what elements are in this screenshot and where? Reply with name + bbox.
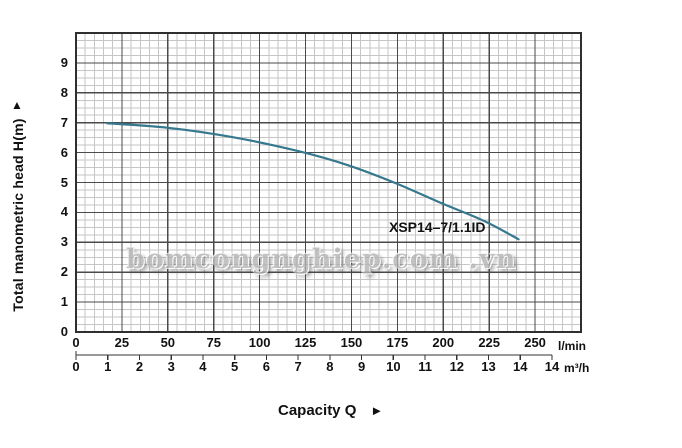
- x-tick-label-m3h: 12: [449, 359, 465, 374]
- y-tick-label: 1: [60, 294, 68, 310]
- x-axis-title: Capacity Q ►: [278, 402, 383, 419]
- curve-model-label: XSP14–7/1.1ID: [389, 219, 486, 235]
- y-tick-label: 5: [60, 174, 68, 190]
- x-tick-label-m3h: 1: [104, 359, 112, 374]
- y-tick-label: 7: [60, 114, 68, 130]
- x-tick-label-m3h: 14: [513, 359, 528, 374]
- x-axis-unit-m3h: m³/h: [564, 361, 590, 375]
- x-tick-label-m3h: 14: [544, 359, 560, 374]
- x-tick-label-lmin: 25: [114, 335, 130, 350]
- x-axis-title-text: Capacity Q: [278, 402, 357, 419]
- up-arrow-icon: ▲: [11, 98, 23, 112]
- x-tick-label-m3h: 7: [294, 359, 302, 374]
- x-tick-label-lmin: 0: [72, 335, 80, 350]
- x-tick-label-m3h: 0: [72, 359, 80, 374]
- x-tick-label-lmin: 100: [248, 335, 271, 350]
- y-tick-label: 6: [60, 144, 68, 160]
- x-tick-label-m3h: 5: [231, 359, 239, 374]
- x-tick-label-lmin: 225: [478, 335, 501, 350]
- x-tick-label-lmin: 50: [160, 335, 176, 350]
- x-tick-label-m3h: 4: [199, 359, 207, 374]
- x-tick-label-m3h: 11: [418, 359, 432, 374]
- right-arrow-icon: ►: [370, 403, 384, 418]
- x-tick-label-lmin: 175: [386, 335, 409, 350]
- pump-curve: [106, 122, 520, 241]
- x-axis-unit-lmin: l/min: [558, 339, 587, 353]
- x-tick-label-m3h: 13: [481, 359, 496, 374]
- x-tick-label-lmin: 75: [206, 335, 221, 350]
- x-tick-label-lmin: 125: [294, 335, 317, 350]
- y-tick-label: 2: [60, 264, 68, 280]
- x-tick-label-lmin: 150: [340, 335, 363, 350]
- x-tick-label-lmin: 250: [524, 335, 546, 350]
- y-tick-label: 0: [60, 324, 68, 339]
- x-tick-label-m3h: 8: [326, 359, 334, 374]
- plot-border: [75, 32, 582, 333]
- y-tick-label: 9: [60, 54, 68, 70]
- x-tick-label-m3h: 3: [167, 359, 175, 374]
- x-tick-label-m3h: 9: [357, 359, 366, 374]
- y-tick-label: 4: [60, 204, 68, 220]
- watermark: bomcongnghiep.com .vn: [126, 244, 517, 275]
- x-tick-label-lmin: 200: [432, 335, 455, 350]
- y-tick-label: 8: [60, 84, 68, 100]
- y-tick-label: 3: [60, 234, 68, 250]
- x-tick-label-m3h: 10: [386, 359, 401, 374]
- x-tick-label-m3h: 6: [262, 359, 270, 374]
- x-tick-label-m3h: 2: [135, 359, 144, 374]
